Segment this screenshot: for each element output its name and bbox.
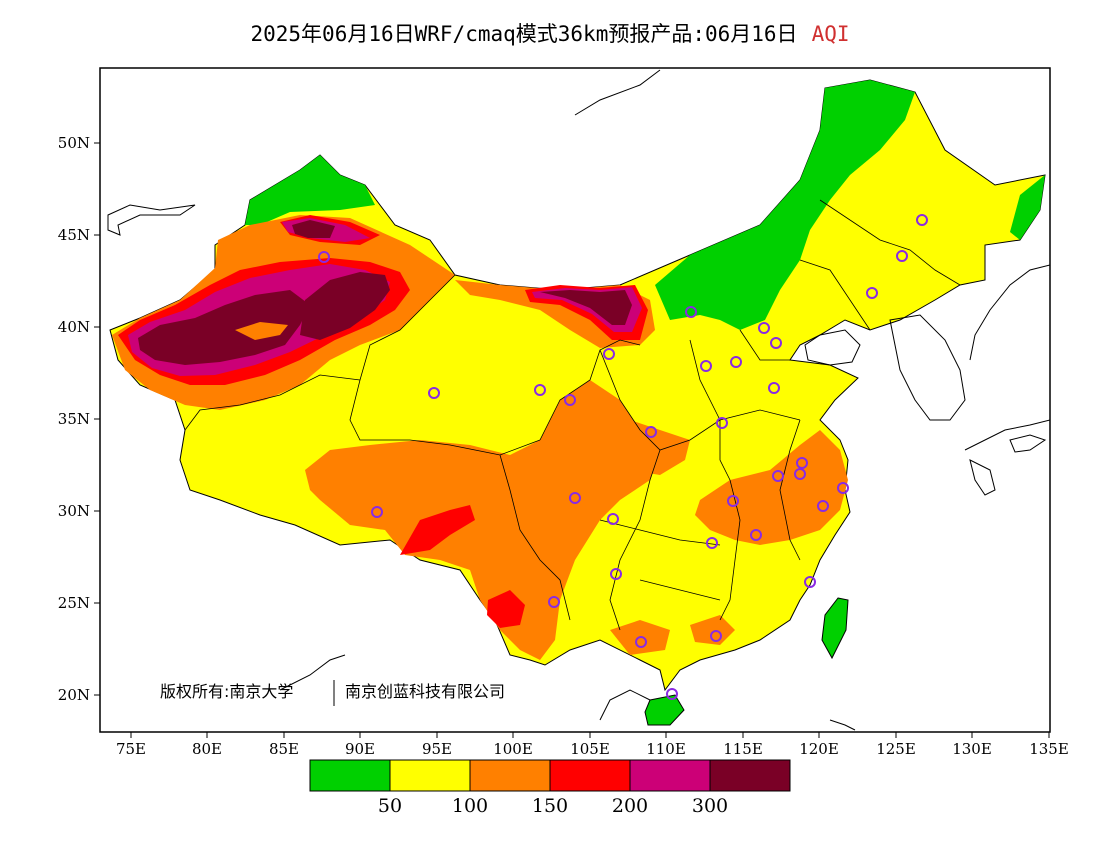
legend-swatch-unhealthy <box>549 759 631 792</box>
aqi-region-hazardous-north <box>292 220 335 238</box>
x-tick-label: 120E <box>799 740 839 758</box>
colorbar-labels: 50 100 150 200 300 <box>378 795 728 817</box>
legend-threshold: 300 <box>692 795 728 817</box>
y-tick-label: 20N <box>58 686 90 704</box>
station-marker <box>685 306 697 318</box>
station-marker <box>794 468 806 480</box>
station-marker <box>645 426 657 438</box>
x-tick-label: 115E <box>723 740 763 758</box>
station-marker <box>610 568 622 580</box>
y-tick-label: 30N <box>58 502 90 520</box>
station-marker <box>866 287 878 299</box>
station-marker <box>666 688 678 700</box>
x-axis-labels: 75E 80E 85E 90E 95E 100E 105E 110E 115E … <box>116 740 1069 758</box>
station-marker <box>318 251 330 263</box>
y-axis-labels: 50N 45N 40N 35N 30N 25N 20N <box>58 134 90 704</box>
x-tick-label: 130E <box>952 740 992 758</box>
station-marker <box>700 360 712 372</box>
aqi-region-unhealthy-yunnan <box>487 590 525 628</box>
y-tick-label: 45N <box>58 226 90 244</box>
station-marker <box>569 492 581 504</box>
station-marker <box>916 214 928 226</box>
credit-company: 南京创蓝科技有限公司 <box>345 682 505 701</box>
x-tick-label: 100E <box>493 740 533 758</box>
colorbar-legend <box>309 759 791 792</box>
aqi-region-sensitive-central-east <box>695 430 848 545</box>
station-marker <box>564 394 576 406</box>
station-marker <box>428 387 440 399</box>
station-marker <box>716 417 728 429</box>
aqi-region-good-north-xinjiang <box>245 155 375 225</box>
station-marker <box>635 636 647 648</box>
x-tick-label: 125E <box>876 740 916 758</box>
station-marker <box>804 576 816 588</box>
x-tick-label: 110E <box>646 740 686 758</box>
station-marker <box>770 337 782 349</box>
title-text: 2025年06月16日WRF/cmaq模式36km预报产品:06月16日 <box>250 22 798 46</box>
station-marker <box>758 322 770 334</box>
legend-swatch-moderate <box>389 759 471 792</box>
credit-university: 版权所有:南京大学 <box>160 682 293 701</box>
title-variable: AQI <box>811 22 850 46</box>
x-axis <box>130 732 1050 738</box>
aqi-region-good-east <box>1010 175 1045 240</box>
legend-swatch-good <box>309 759 391 792</box>
aqi-region-sensitive-guangdong <box>690 615 735 645</box>
aqi-field: 版权所有:南京大学 南京创蓝科技有限公司 <box>107 69 1050 731</box>
station-marker <box>817 500 829 512</box>
aqi-region-hazardous-xinjiang-east <box>300 272 390 340</box>
station-marker <box>371 506 383 518</box>
station-marker <box>603 348 615 360</box>
aqi-region-good-northeast <box>655 80 915 330</box>
legend-swatch-sensitive <box>469 759 551 792</box>
station-marker <box>727 495 739 507</box>
external-coastlines <box>107 69 1050 731</box>
station-marker <box>896 250 908 262</box>
aqi-region-good-hainan <box>644 694 685 726</box>
station-marker <box>534 384 546 396</box>
station-marker <box>730 356 742 368</box>
aqi-region-sensitive-hubei <box>600 420 690 475</box>
province-boundaries <box>184 199 961 631</box>
aqi-region-sensitive-hole <box>235 322 288 340</box>
map-title: 2025年06月16日WRF/cmaq模式36km预报产品:06月16日 AQI <box>0 18 1100 48</box>
x-tick-label: 85E <box>269 740 299 758</box>
y-tick-label: 50N <box>58 134 90 152</box>
station-marker <box>607 513 619 525</box>
station-marker <box>772 470 784 482</box>
legend-threshold: 100 <box>452 795 488 817</box>
x-tick-label: 135E <box>1029 740 1069 758</box>
legend-threshold: 50 <box>378 795 402 817</box>
aqi-region-good-taiwan <box>821 597 849 660</box>
monitoring-station-markers <box>318 214 928 700</box>
x-tick-label: 80E <box>192 740 222 758</box>
station-marker <box>750 529 762 541</box>
aqi-region-hazardous-xinjiang-west <box>138 290 310 365</box>
y-axis <box>94 142 100 696</box>
legend-threshold: 200 <box>612 795 648 817</box>
y-tick-label: 25N <box>58 594 90 612</box>
x-tick-label: 105E <box>570 740 610 758</box>
legend-threshold: 150 <box>532 795 568 817</box>
y-tick-label: 35N <box>58 410 90 428</box>
aqi-region-sensitive-tibet-sichuan <box>305 380 660 660</box>
x-tick-label: 95E <box>422 740 452 758</box>
station-marker <box>768 382 780 394</box>
station-marker <box>706 537 718 549</box>
x-tick-label: 75E <box>116 740 146 758</box>
station-marker <box>548 596 560 608</box>
aqi-region-hazardous-im <box>540 290 632 325</box>
y-tick-label: 40N <box>58 318 90 336</box>
legend-swatch-very-unhealthy <box>629 759 711 792</box>
aqi-region-unhealthy-tibet <box>400 505 475 555</box>
station-marker <box>710 630 722 642</box>
station-marker <box>796 457 808 469</box>
x-tick-label: 90E <box>345 740 375 758</box>
legend-swatch-hazardous <box>709 759 791 792</box>
station-marker <box>837 482 849 494</box>
